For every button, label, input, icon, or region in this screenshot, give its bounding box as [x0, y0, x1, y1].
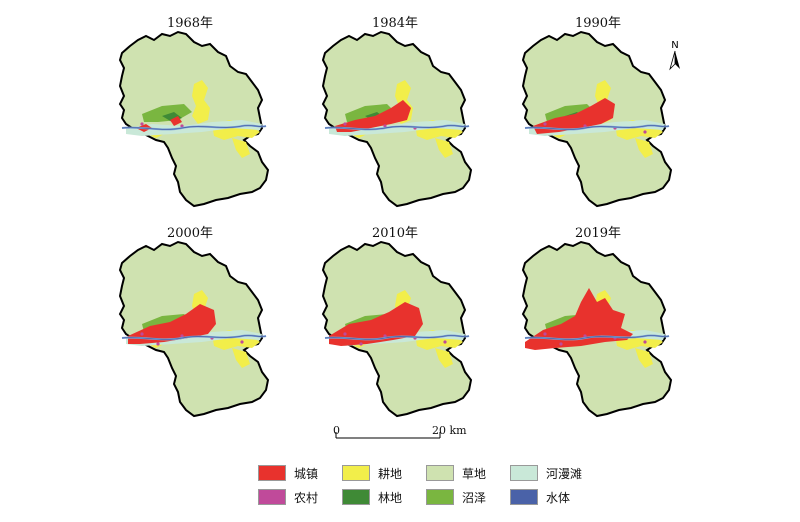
rural-point — [583, 334, 587, 338]
legend-item-rural: 农村 — [258, 488, 318, 506]
rural-point — [240, 340, 244, 344]
rural-point — [140, 332, 144, 336]
panel-title-1990: 1990年 — [574, 16, 622, 31]
map-panel-2019 — [521, 240, 673, 418]
rural-point — [383, 124, 387, 128]
legend-swatch — [426, 489, 454, 505]
legend-swatch — [342, 489, 370, 505]
water-line — [324, 335, 470, 340]
rural-point — [156, 342, 160, 346]
legend-label: 水体 — [546, 490, 571, 505]
urban-patch — [525, 288, 633, 350]
water-line — [121, 125, 267, 130]
cropland-patch — [232, 348, 250, 368]
cropland-patch — [435, 348, 453, 368]
map-panel-1984 — [321, 30, 473, 208]
scale-end-label: 20 km — [432, 424, 467, 437]
cropland-patch — [192, 80, 210, 124]
cropland-patch — [232, 138, 250, 158]
legend-label: 耕地 — [378, 466, 403, 481]
panel-title-2000: 2000年 — [166, 226, 214, 241]
urban-patch — [335, 100, 411, 132]
floodplain-patch — [126, 120, 262, 136]
legend-swatch — [510, 465, 538, 481]
map-panel-2010 — [321, 240, 473, 418]
legend-item-grassland: 草地 — [426, 464, 486, 482]
floodplain-patch — [529, 120, 665, 136]
legend-swatch — [510, 489, 538, 505]
scale-bar — [335, 432, 441, 439]
rural-point — [180, 124, 184, 128]
urban-patch — [329, 302, 423, 346]
cropland-patch — [635, 138, 653, 158]
rural-point — [140, 122, 144, 126]
panel-title-1984: 1984年 — [371, 16, 419, 31]
rural-point — [559, 342, 563, 346]
rural-point — [583, 124, 587, 128]
water-line — [324, 125, 470, 130]
legend-swatch — [426, 465, 454, 481]
water-line — [524, 335, 670, 340]
legend-item-floodplain: 河漫滩 — [510, 464, 582, 482]
panel-title-2019: 2019年 — [574, 226, 622, 241]
legend-item-forest: 林地 — [342, 488, 402, 506]
floodplain-patch — [329, 120, 465, 136]
legend-label: 草地 — [462, 466, 487, 481]
legend-item-water: 水体 — [510, 488, 570, 506]
cropland-patch — [635, 348, 653, 368]
rural-point — [343, 122, 347, 126]
map-panel-2000 — [118, 240, 270, 418]
legend-label: 农村 — [294, 490, 319, 505]
rural-point — [643, 130, 647, 134]
rural-point — [543, 332, 547, 336]
rural-point — [343, 332, 347, 336]
north-arrow-icon: N — [669, 40, 680, 71]
urban-patch — [128, 304, 216, 344]
rural-point — [383, 334, 387, 338]
cropland-patch — [435, 138, 453, 158]
urban-patch — [170, 116, 182, 126]
map-panel-1968 — [118, 30, 270, 208]
scale-start-label: 0 — [333, 424, 340, 437]
water-line — [121, 335, 267, 340]
legend-item-cropland: 耕地 — [342, 464, 402, 482]
legend: 城镇 耕地 草地 河漫滩 农村 林地 沼泽 水体 — [258, 460, 588, 510]
legend-label: 城镇 — [294, 466, 319, 481]
legend-swatch — [258, 489, 286, 505]
rural-point — [643, 340, 647, 344]
water-line — [524, 125, 670, 130]
legend-swatch — [342, 465, 370, 481]
rural-point — [543, 122, 547, 126]
panel-title-1968: 1968年 — [166, 16, 214, 31]
rural-point — [359, 342, 363, 346]
north-arrow-label: N — [671, 40, 678, 51]
panel-title-2010: 2010年 — [371, 226, 419, 241]
legend-item-urban: 城镇 — [258, 464, 318, 482]
urban-patch — [533, 98, 615, 134]
district-boundary — [118, 30, 270, 208]
rural-point — [180, 334, 184, 338]
legend-swatch — [258, 465, 286, 481]
legend-label: 河漫滩 — [546, 466, 583, 481]
legend-label: 沼泽 — [462, 490, 487, 505]
legend-item-marsh: 沼泽 — [426, 488, 486, 506]
legend-label: 林地 — [378, 490, 403, 505]
rural-point — [443, 340, 447, 344]
map-panel-1990 — [521, 30, 673, 208]
